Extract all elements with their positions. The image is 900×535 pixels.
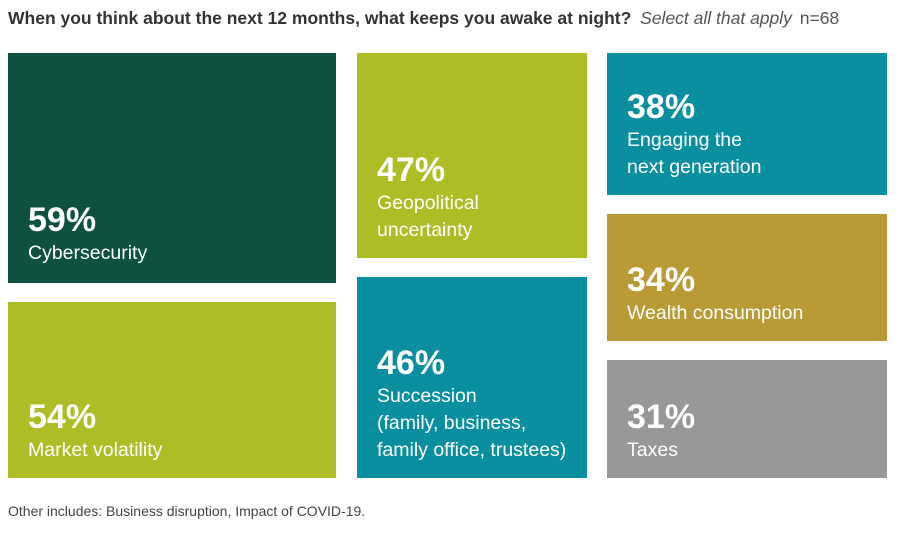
tile-label: Cybersecurity (28, 242, 148, 264)
tile-percentage: 46% (377, 344, 446, 382)
tile-engaging-next-generation: 38% Engaging the next generation (607, 53, 887, 195)
tile-label: Taxes (627, 439, 678, 461)
tile-cybersecurity: 59% Cybersecurity (8, 53, 336, 283)
tile-succession: 46% Succession (family, business, family… (357, 277, 587, 478)
tile-wealth-consumption: 34% Wealth consumption (607, 214, 887, 341)
tile-label: Market volatility (28, 439, 163, 461)
chart-title: When you think about the next 12 months,… (8, 8, 839, 29)
tile-percentage: 34% (627, 261, 696, 299)
tile-geopolitical-uncertainty: 47% Geopolitical uncertainty (357, 53, 587, 258)
tile-percentage: 31% (627, 398, 696, 436)
tile-label: Wealth consumption (627, 302, 804, 324)
tile-percentage: 54% (28, 398, 97, 436)
tile-percentage: 38% (627, 88, 696, 126)
tile-label: Geopolitical uncertainty (377, 192, 479, 241)
tile-label: Succession (family, business, family off… (377, 385, 567, 461)
tile-market-volatility: 54% Market volatility (8, 302, 336, 478)
tile-percentage: 59% (28, 201, 97, 239)
tile-taxes: 31% Taxes (607, 360, 887, 478)
tile-label: Engaging the next generation (627, 129, 762, 178)
title-question: When you think about the next 12 months,… (8, 8, 632, 28)
sample-size: n=68 (799, 8, 840, 28)
footnote: Other includes: Business disruption, Imp… (8, 503, 366, 519)
tile-percentage: 47% (377, 151, 446, 189)
title-instruction: Select all that apply (640, 8, 792, 28)
